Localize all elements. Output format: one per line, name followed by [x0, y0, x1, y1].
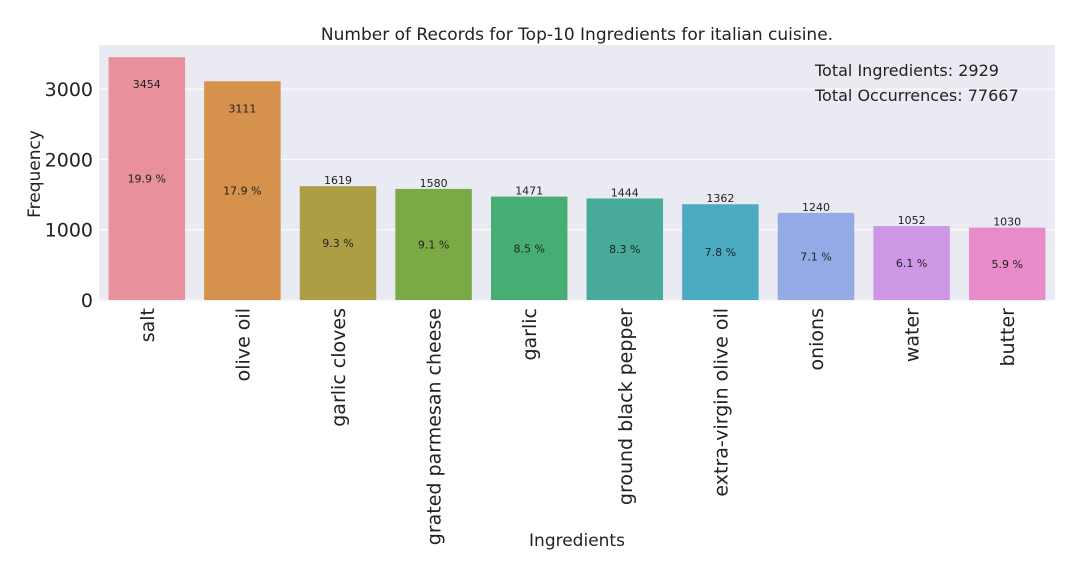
value-labels: 3454 3111 1619 1580 1471 1444 1362 1240 1052 1030 [133, 78, 1021, 228]
bar [490, 196, 568, 300]
bar-percent-label: 7.1 % [800, 250, 831, 263]
bar-percent-label: 9.3 % [322, 237, 353, 250]
bar-value-label: 1619 [324, 174, 352, 187]
x-tick-label: olive oil [232, 308, 254, 381]
bar [108, 57, 186, 300]
x-tick-label: grated parmesan cheese [424, 308, 446, 545]
bar-value-label: 1240 [802, 201, 830, 214]
y-tick-label: 0 [81, 290, 93, 312]
x-tick-label: garlic [519, 308, 541, 361]
bar [586, 198, 664, 300]
bar [682, 204, 759, 300]
bar [299, 186, 377, 300]
bar-value-label: 1580 [420, 177, 448, 190]
x-tick-label: butter [997, 308, 1019, 367]
total-occurrences-annotation: Total Occurrences: 77667 [814, 86, 1019, 105]
x-tick-label: water [902, 308, 924, 362]
x-tick-label: salt [137, 308, 159, 342]
bar-percent-label: 7.8 % [705, 246, 736, 259]
bar [968, 227, 1046, 300]
x-axis-label: Ingredients [529, 531, 625, 551]
y-tick-label: 2000 [45, 149, 93, 171]
bar-percent-label: 19.9 % [128, 173, 166, 186]
bar [777, 212, 855, 300]
y-axis-label: Frequency [25, 130, 45, 218]
bar-value-label: 1052 [898, 214, 926, 227]
bar-value-label: 3454 [133, 78, 161, 91]
x-tick-label: extra-virgin olive oil [710, 308, 732, 497]
x-tick-label: onions [806, 308, 828, 371]
bar [873, 226, 950, 300]
x-tick-labels: salt olive oil garlic cloves grated parmesa… [137, 308, 1019, 545]
y-tick-label: 1000 [45, 220, 93, 242]
percent-labels: 19.9 % 17.9 % 9.3 % 9.1 % 8.5 % 8.3 % 7.8 % 7.1… [128, 173, 1023, 271]
bar [204, 81, 281, 300]
bar-value-label: 3111 [228, 102, 256, 115]
x-tick-label: ground black pepper [615, 308, 637, 505]
bar-percent-label: 8.5 % [513, 242, 544, 255]
bar-percent-label: 17.9 % [223, 185, 261, 198]
y-tick-labels: 0 1000 2000 3000 [45, 79, 93, 312]
bar [395, 188, 472, 300]
x-tick-label: garlic cloves [328, 308, 350, 427]
chart-title: Number of Records for Top-10 Ingredients… [321, 25, 833, 45]
bar-value-label: 1030 [993, 216, 1021, 229]
bar-percent-label: 9.1 % [418, 238, 449, 251]
bars [108, 57, 1046, 300]
bar-value-label: 1444 [611, 186, 639, 199]
bar-value-label: 1362 [706, 192, 734, 205]
bar-value-label: 1471 [515, 185, 543, 198]
bar-percent-label: 8.3 % [609, 243, 640, 256]
total-ingredients-annotation: Total Ingredients: 2929 [814, 61, 999, 80]
bar-percent-label: 5.9 % [991, 258, 1022, 271]
y-tick-label: 3000 [45, 79, 93, 101]
bar-percent-label: 6.1 % [896, 257, 927, 270]
